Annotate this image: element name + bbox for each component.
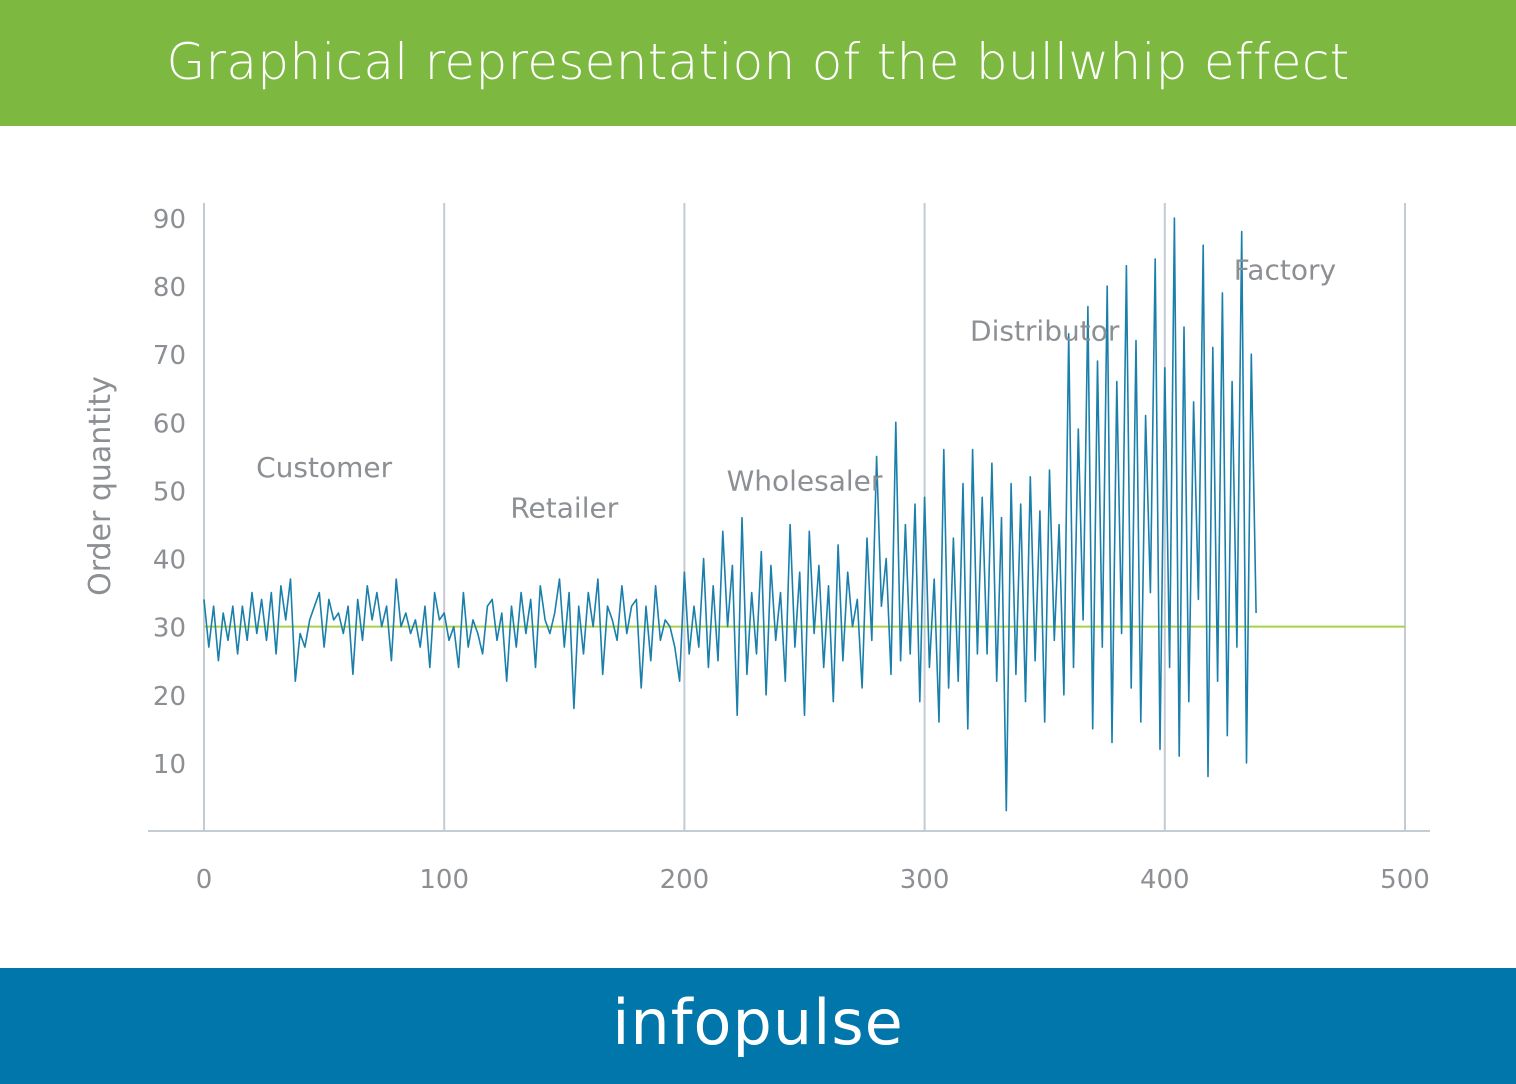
x-tick-label-100: 100	[419, 865, 469, 895]
x-tick-label-500: 500	[1380, 865, 1430, 895]
y-axis-ticks: 10 20 30 40 50 60 70 80 90	[153, 205, 186, 780]
bullwhip-chart: 10 20 30 40 50 60 70 80 90 0 100 200 300 400 500 Cust…	[83, 203, 1430, 895]
y-tick-label-10: 10	[153, 750, 186, 780]
y-tick-label-80: 80	[153, 273, 186, 303]
order-quantity-series	[203, 217, 1257, 812]
chart-title: Graphical representation of the bullwhip…	[166, 33, 1350, 91]
stage-labels: Customer Retailer Wholesaler Distributor Fac…	[256, 253, 1336, 524]
y-tick-label-70: 70	[153, 341, 186, 371]
stage-dividers	[203, 203, 1406, 831]
y-tick-label-30: 30	[153, 614, 186, 644]
stage-label-factory: Factory	[1234, 253, 1336, 286]
stage-label-distributor: Distributor	[970, 315, 1120, 348]
y-tick-label-60: 60	[153, 409, 186, 439]
y-tick-label-40: 40	[153, 546, 186, 576]
x-tick-label-0: 0	[196, 865, 213, 895]
x-tick-label-200: 200	[660, 865, 710, 895]
stage-label-customer: Customer	[256, 451, 392, 484]
y-tick-label-50: 50	[153, 477, 186, 507]
stage-label-wholesaler: Wholesaler	[727, 464, 883, 497]
y-tick-label-20: 20	[153, 682, 186, 712]
infopulse-logo: infopulse	[612, 985, 904, 1059]
x-tick-label-300: 300	[900, 865, 950, 895]
footer-banner: infopulse	[0, 968, 1516, 1084]
y-tick-label-90: 90	[153, 205, 186, 235]
header-banner: Graphical representation of the bullwhip…	[0, 0, 1516, 126]
x-tick-label-400: 400	[1140, 865, 1190, 895]
x-axis-ticks: 0 100 200 300 400 500	[196, 865, 1430, 895]
stage-label-retailer: Retailer	[510, 492, 618, 525]
y-axis-label: Order quantity	[83, 376, 118, 596]
